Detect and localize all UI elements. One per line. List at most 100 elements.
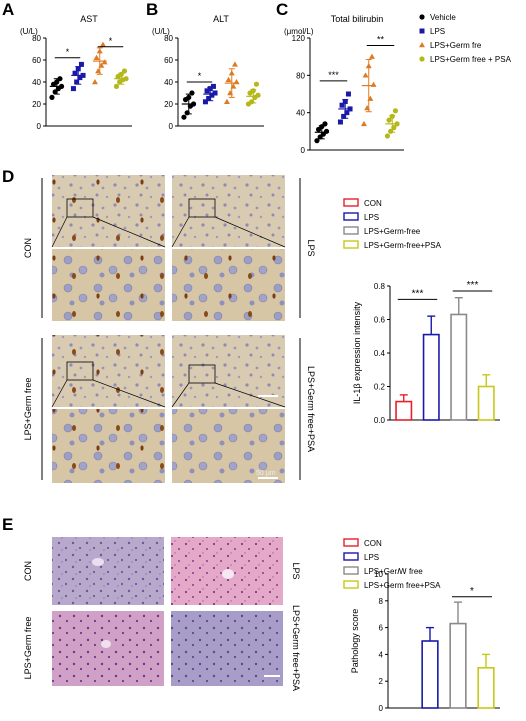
- ihc-con-zoom-stain: [52, 249, 165, 321]
- alt-chart: ALT (U/L) 0 20 40 60 80 *: [152, 14, 264, 131]
- y-tick-label: 6: [379, 624, 384, 633]
- y-axis-label: (μmol/L): [284, 27, 314, 36]
- zoom-line: [92, 216, 166, 248]
- data-point: [394, 121, 400, 127]
- legend-label: CON: [364, 539, 382, 548]
- data-point: [384, 133, 391, 139]
- data-point: [347, 106, 353, 112]
- legend-marker: [419, 28, 425, 34]
- label-germfree: LPS+Germ free: [23, 378, 33, 441]
- y-tick-label: 80: [296, 71, 305, 80]
- label-germfree: LPS+Germ free: [23, 617, 33, 680]
- data-point: [370, 81, 377, 87]
- pathology-bar-chart: 0 2 4 6 8 10 Pathology score *: [350, 570, 500, 713]
- data-point: [52, 89, 58, 95]
- he-con-vein: [92, 558, 104, 566]
- zoom-line: [92, 379, 166, 408]
- data-point: [95, 68, 102, 74]
- legend-marker: [419, 42, 425, 48]
- data-point: [227, 90, 234, 96]
- y-tick-label: 60: [164, 56, 173, 65]
- data-point: [389, 113, 395, 119]
- data-point: [206, 96, 212, 101]
- ihc-germfree-zoom-stain: [52, 409, 165, 483]
- data-point: [367, 95, 374, 101]
- significance-label: ***: [328, 70, 339, 80]
- data-point: [77, 75, 83, 81]
- y-tick-label: 80: [32, 34, 41, 43]
- data-point: [202, 99, 208, 105]
- zoom-box: [188, 364, 216, 384]
- y-tick-label: 0.6: [374, 316, 386, 325]
- data-point: [225, 76, 232, 82]
- data-point: [323, 128, 330, 134]
- zoom-box: [66, 198, 94, 218]
- legend-label: LPS+Germ-free+PSA: [364, 241, 442, 250]
- data-point: [190, 101, 197, 107]
- data-point: [57, 76, 63, 82]
- legend-label: LPS: [430, 27, 445, 36]
- data-point: [360, 120, 367, 127]
- label-lps: LPS: [306, 239, 316, 256]
- y-tick-label: 4: [379, 650, 384, 659]
- he-lps-vein: [222, 569, 234, 579]
- y-tick-label: 0.8: [374, 282, 386, 291]
- panel-letter-e: E: [2, 515, 13, 534]
- significance-label: ***: [467, 280, 479, 291]
- data-point: [75, 66, 81, 72]
- data-point: [255, 92, 261, 98]
- y-tick-label: 20: [32, 100, 41, 109]
- legend-swatch: [343, 240, 359, 249]
- bar: [477, 666, 495, 709]
- he-con: [52, 537, 164, 605]
- y-tick-label: 80: [164, 34, 173, 43]
- legend-label: LPS+Germ fre: [430, 41, 482, 50]
- ihc-germfree-overview-stain: [52, 335, 165, 407]
- significance-label: *: [470, 586, 474, 597]
- data-point: [230, 83, 237, 89]
- y-axis-label: (U/L): [20, 27, 38, 36]
- data-point: [314, 138, 320, 144]
- data-point: [391, 125, 397, 131]
- legend-swatch: [343, 566, 359, 575]
- data-point: [228, 70, 235, 76]
- data-point: [253, 81, 260, 87]
- data-point: [118, 71, 124, 77]
- y-tick-label: 40: [164, 78, 173, 87]
- data-point: [341, 113, 347, 119]
- data-point: [80, 72, 86, 78]
- zoom-line: [171, 216, 190, 248]
- significance-label: ***: [412, 288, 424, 299]
- zoom-line: [214, 382, 286, 408]
- he-psa: [171, 611, 283, 686]
- chart-title: AST: [80, 14, 98, 24]
- data-point: [123, 76, 129, 82]
- data-point: [212, 90, 218, 96]
- panel-d-legend: CON LPS LPS+Germ-free LPS+Germ-free+PSA: [343, 198, 442, 250]
- data-point: [101, 59, 108, 65]
- data-point: [364, 105, 371, 111]
- bar: [422, 333, 440, 421]
- data-point: [70, 86, 76, 92]
- zoom-line: [51, 379, 68, 408]
- data-point: [113, 83, 120, 89]
- data-point: [74, 79, 80, 85]
- legend-label: LPS+Germ free + PSA: [430, 55, 512, 64]
- legend-label: CON: [364, 199, 382, 208]
- data-point: [250, 88, 256, 94]
- data-point: [345, 91, 351, 97]
- data-point: [249, 99, 255, 105]
- data-point: [388, 128, 394, 134]
- data-point: [204, 88, 210, 94]
- label-psa: LPS+Germ free+PSA: [306, 366, 316, 452]
- chart-title: ALT: [213, 14, 229, 24]
- top-legend: Vehicle LPS LPS+Germ fre LPS+Germ free + PS…: [419, 13, 512, 64]
- panel-letter-c: C: [276, 0, 288, 19]
- bar: [477, 385, 495, 421]
- legend-marker: [419, 56, 425, 62]
- y-tick-label: 120: [292, 34, 306, 43]
- data-point: [344, 110, 350, 116]
- il1b-bar-chart: 0.0 0.2 0.4 0.6 0.8 IL-1β expression intensit…: [352, 280, 500, 425]
- data-point: [93, 54, 100, 60]
